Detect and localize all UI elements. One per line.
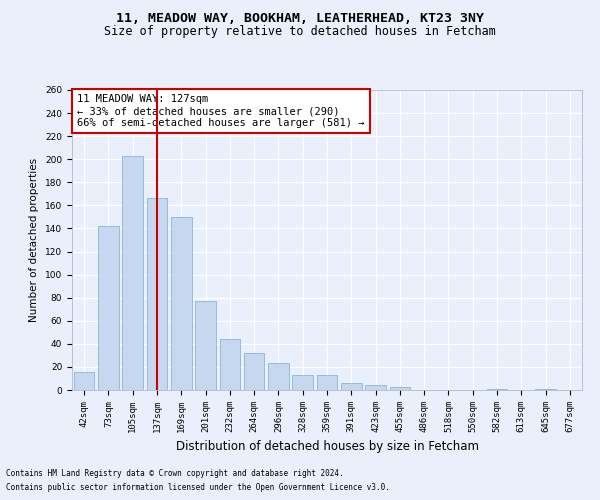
Bar [122,156,143,390]
Text: Size of property relative to detached houses in Fetcham: Size of property relative to detached ho… [104,25,496,38]
Y-axis label: Number of detached properties: Number of detached properties [29,158,40,322]
Bar [74,372,94,390]
X-axis label: Distribution of detached houses by size in Fetcham: Distribution of detached houses by size … [176,440,479,454]
Bar [195,301,216,390]
Bar [98,226,119,390]
Bar [146,198,167,390]
Bar [389,386,410,390]
Bar [220,339,240,390]
Text: 11 MEADOW WAY: 127sqm
← 33% of detached houses are smaller (290)
66% of semi-det: 11 MEADOW WAY: 127sqm ← 33% of detached … [77,94,365,128]
Text: Contains public sector information licensed under the Open Government Licence v3: Contains public sector information licen… [6,484,390,492]
Bar [365,386,386,390]
Bar [171,217,191,390]
Text: Contains HM Land Registry data © Crown copyright and database right 2024.: Contains HM Land Registry data © Crown c… [6,468,344,477]
Bar [244,353,265,390]
Bar [268,364,289,390]
Bar [487,389,508,390]
Bar [535,389,556,390]
Text: 11, MEADOW WAY, BOOKHAM, LEATHERHEAD, KT23 3NY: 11, MEADOW WAY, BOOKHAM, LEATHERHEAD, KT… [116,12,484,26]
Bar [292,375,313,390]
Bar [317,375,337,390]
Bar [341,383,362,390]
